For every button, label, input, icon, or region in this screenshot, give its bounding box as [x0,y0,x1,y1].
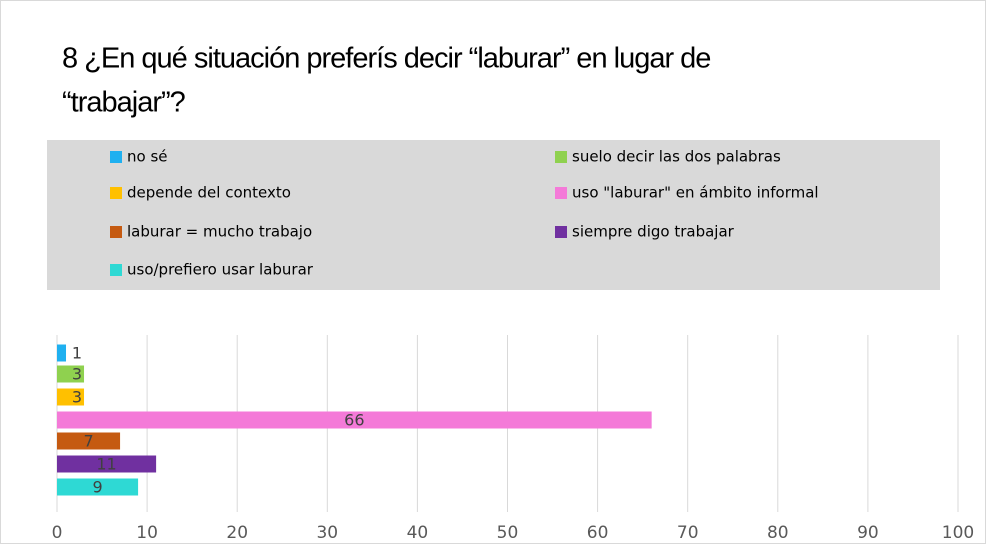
x-tick-label: 10 [136,523,158,543]
legend-swatch [110,187,122,199]
value-label: 11 [96,455,116,474]
legend-label: siempre digo trabajar [572,223,735,241]
value-label: 3 [72,388,82,407]
bar [57,478,139,496]
x-tick-label: 50 [497,523,519,543]
legend-swatch [110,226,122,238]
bar [57,344,67,362]
legend-label: laburar = mucho trabajo [127,223,312,241]
x-tick-label: 0 [52,523,63,543]
x-tick-label: 30 [316,523,338,543]
value-label: 9 [92,478,102,497]
legend-swatch [110,151,122,163]
x-tick-label: 20 [226,523,248,543]
legend-label: uso/prefiero usar laburar [127,261,314,279]
x-tick-label: 80 [767,523,789,543]
legend-swatch [110,264,122,276]
bar [57,455,157,473]
bar [57,365,85,383]
value-label: 3 [72,365,82,384]
legend-label: uso "laburar" en ámbito informal [572,184,819,202]
legend-label: suelo decir las dos palabras [572,148,781,166]
chart-title: “trabajar”? [62,87,186,119]
x-tick-label: 40 [407,523,429,543]
legend-swatch [555,151,567,163]
chart-title: 8 ¿En qué situación preferís decir “labu… [62,43,710,75]
value-label: 66 [344,411,364,430]
bar [57,411,652,429]
legend-swatch [555,226,567,238]
x-tick-label: 90 [857,523,879,543]
x-tick-label: 60 [587,523,609,543]
legend-swatch [555,187,567,199]
x-tick-label: 100 [942,523,974,543]
legend-box [47,140,940,290]
legend-label: depende del contexto [127,184,291,202]
value-label: 7 [83,432,93,451]
bar [57,388,85,406]
x-tick-label: 70 [677,523,699,543]
value-label: 1 [72,344,82,363]
bar [57,432,121,450]
legend-label: no sé [127,148,168,166]
